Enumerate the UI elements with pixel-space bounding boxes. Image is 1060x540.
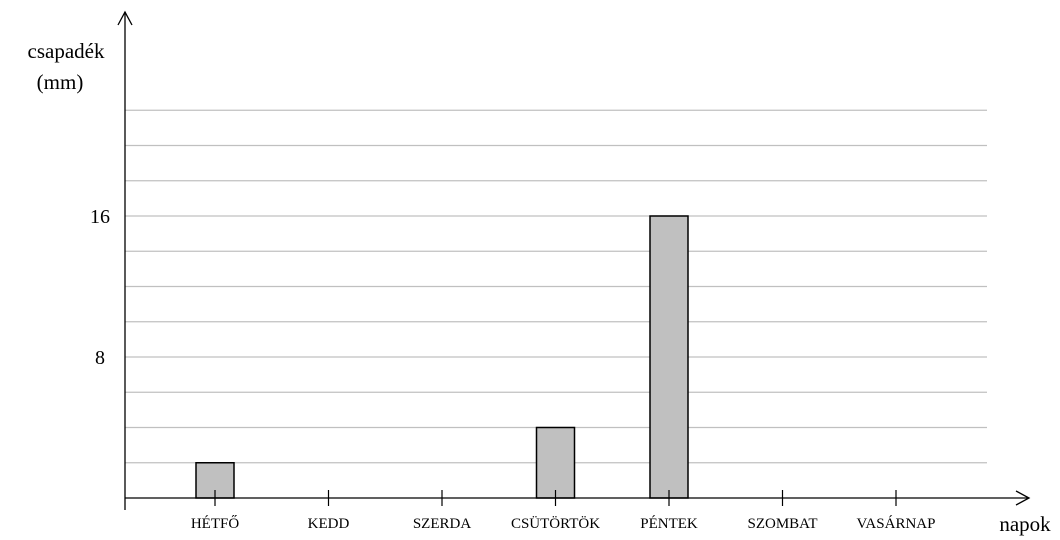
y-axis-label-line-1: csapadék <box>28 39 105 63</box>
y-axis-label-line-2: (mm) <box>37 70 84 94</box>
x-axis-arrowhead <box>1015 490 1031 506</box>
category-label: KEDD <box>308 516 350 532</box>
y-tick-label: 16 <box>90 206 110 228</box>
bar <box>535 426 576 499</box>
category-label: PÉNTEK <box>640 515 698 532</box>
y-tick-labels: 8 16 <box>90 206 110 369</box>
x-axis-label: napok <box>999 512 1051 536</box>
category-label: SZERDA <box>413 516 472 532</box>
gridlines <box>125 109 987 464</box>
bar <box>649 215 689 499</box>
bars <box>195 215 689 499</box>
y-tick-label: 8 <box>95 347 105 369</box>
category-label: HÉTFŐ <box>191 515 240 532</box>
category-label: VASÁRNAP <box>857 515 936 532</box>
y-axis-arrowhead <box>117 10 133 26</box>
category-labels: HÉTFŐ KEDD SZERDA CSÜTÖRTÖK PÉNTEK SZOMBAT VAS… <box>191 515 936 532</box>
category-label: SZOMBAT <box>747 516 817 532</box>
category-label: CSÜTÖRTÖK <box>511 515 600 532</box>
x-ticks <box>214 490 897 506</box>
